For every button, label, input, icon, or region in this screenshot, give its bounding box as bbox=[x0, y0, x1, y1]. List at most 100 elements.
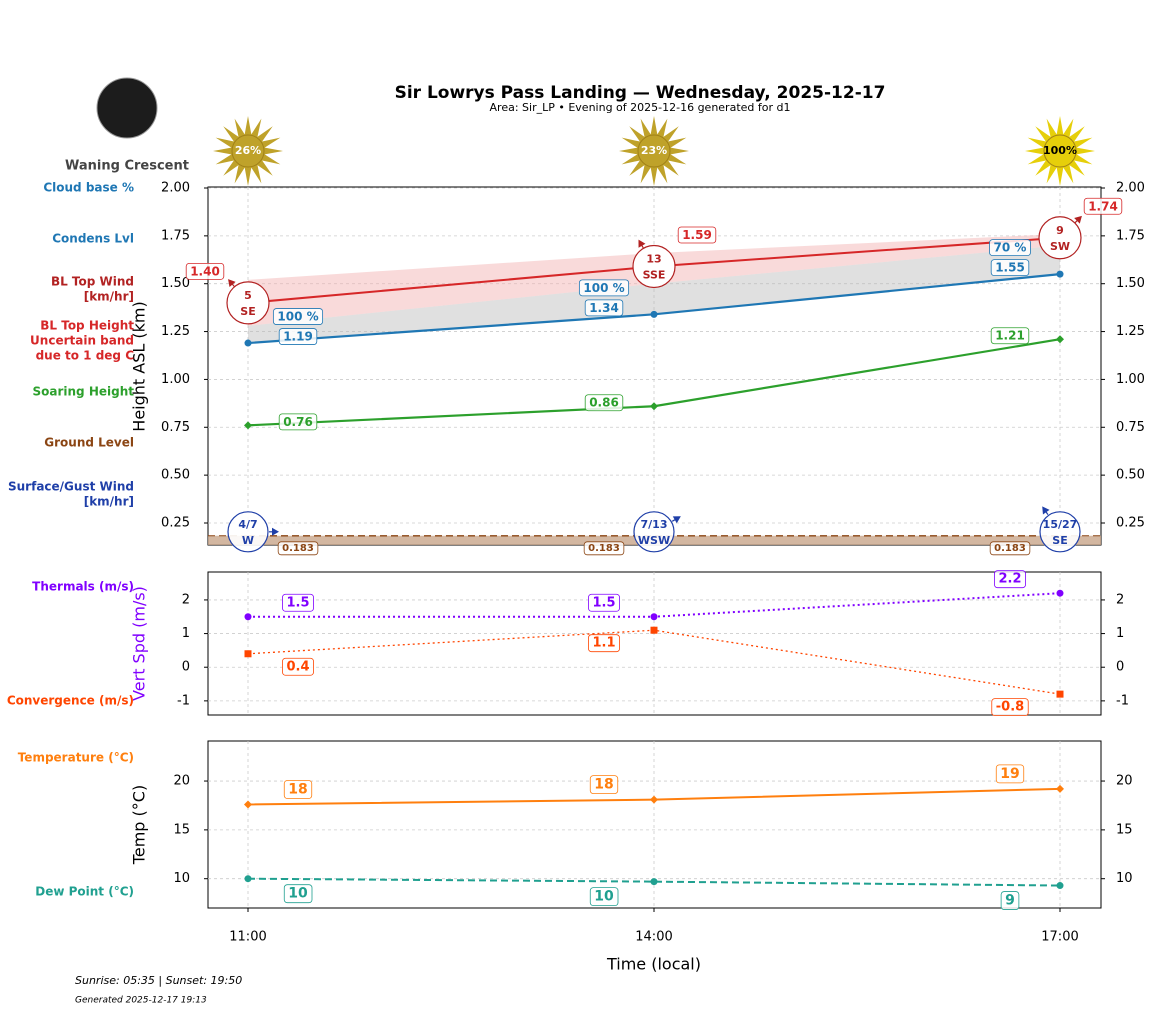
wind-direction: SW bbox=[1050, 240, 1070, 253]
y-tick-label: 1 bbox=[182, 626, 190, 641]
wind-direction: SE bbox=[1052, 534, 1067, 547]
y2-tick-label: 2.00 bbox=[1116, 181, 1145, 196]
wind-direction: SE bbox=[240, 305, 255, 318]
condens-label: 1.55 bbox=[995, 261, 1025, 275]
value-label-box bbox=[283, 780, 313, 799]
marker bbox=[650, 310, 658, 318]
y2-tick-label: 1.00 bbox=[1116, 372, 1145, 387]
y2-tick-label: 1.75 bbox=[1116, 228, 1145, 243]
condens-label: 1.19 bbox=[283, 330, 313, 344]
y-tick-label: 1.00 bbox=[161, 372, 190, 387]
sun-disc bbox=[1043, 134, 1077, 168]
plot-frame bbox=[207, 571, 1102, 716]
value-label: 18 bbox=[288, 781, 307, 797]
x-tick-label: 17:00 bbox=[1041, 930, 1078, 945]
ground-label: 0.183 bbox=[994, 543, 1026, 554]
value-label-box bbox=[588, 634, 620, 653]
y-tick-label: 0 bbox=[182, 660, 190, 675]
y-tick-label: 1.50 bbox=[161, 276, 190, 291]
legend-label: BL Top Wind bbox=[51, 275, 134, 289]
y2-tick-label: 15 bbox=[1116, 822, 1133, 837]
ground-label-box bbox=[989, 541, 1031, 556]
value-label-box bbox=[283, 884, 313, 904]
bl-top-label: 1.59 bbox=[682, 228, 712, 242]
legend-label: Surface/Gust Wind bbox=[8, 480, 134, 494]
sun-disc bbox=[231, 134, 265, 168]
sun-label: 23% bbox=[641, 144, 667, 157]
value-label: 10 bbox=[594, 889, 614, 905]
soaring-label-box bbox=[990, 327, 1030, 345]
wind-arrow-head bbox=[1074, 215, 1082, 224]
wind-direction: W bbox=[242, 534, 254, 547]
wind-direction: WSW bbox=[638, 534, 670, 547]
x-axis-title: Time (local) bbox=[606, 955, 701, 974]
y2-tick-label: 1.25 bbox=[1116, 324, 1145, 339]
marker bbox=[244, 875, 252, 883]
marker bbox=[1056, 335, 1064, 344]
marker bbox=[650, 626, 658, 634]
legend-label: BL Top Height bbox=[40, 319, 134, 333]
marker bbox=[244, 339, 252, 347]
wind-arrow-head bbox=[228, 279, 236, 288]
value-label: 1.5 bbox=[592, 595, 615, 610]
ground-label-box bbox=[583, 541, 625, 556]
wind-direction: SSE bbox=[643, 268, 666, 281]
condens-label-box bbox=[990, 259, 1030, 277]
value-label-box bbox=[589, 775, 619, 794]
y-tick-label: 20 bbox=[173, 774, 190, 789]
sun-disc bbox=[637, 134, 671, 168]
y-tick-label: 1.75 bbox=[161, 228, 190, 243]
bl-top-label: 1.74 bbox=[1088, 199, 1118, 213]
wind-speed: 13 bbox=[646, 252, 661, 265]
chart-title: Sir Lowrys Pass Landing — Wednesday, 202… bbox=[395, 83, 886, 103]
soaring-label-box bbox=[278, 413, 318, 431]
y-tick-label: 2.00 bbox=[161, 181, 190, 196]
wind-circle bbox=[226, 281, 270, 325]
bl-top-label-box bbox=[185, 262, 225, 280]
marker bbox=[1056, 270, 1064, 278]
wind-speed: 15/27 bbox=[1043, 518, 1078, 531]
y2-tick-label: 0.75 bbox=[1116, 420, 1145, 435]
wind-circle bbox=[633, 511, 675, 553]
legend-label: Cloud base % bbox=[43, 181, 134, 195]
x-tick-label: 11:00 bbox=[229, 930, 266, 945]
moon-icon bbox=[96, 77, 158, 139]
y2-tick-label: 0.25 bbox=[1116, 515, 1145, 530]
y2-tick-label: 10 bbox=[1116, 871, 1133, 886]
cloud-base-label-box bbox=[272, 308, 324, 325]
y-tick-label: 2 bbox=[182, 592, 190, 607]
value-label: -0.8 bbox=[996, 700, 1024, 715]
legend-label: Convergence (m/s) bbox=[7, 694, 134, 708]
y2-tick-label: 2 bbox=[1116, 592, 1124, 607]
marker bbox=[650, 795, 658, 804]
wind-speed: 9 bbox=[1056, 224, 1064, 237]
y-tick-label: 1.25 bbox=[161, 324, 190, 339]
value-label: 0.4 bbox=[286, 659, 309, 674]
value-label-box bbox=[282, 593, 314, 612]
y-tick-label: -1 bbox=[177, 693, 190, 708]
wind-arrow-head bbox=[272, 527, 279, 536]
wind-circle bbox=[1038, 216, 1082, 260]
bl-top-label-box bbox=[1083, 197, 1123, 215]
value-label: 1.1 bbox=[592, 636, 615, 651]
legend-label: due to 1 deg C bbox=[36, 349, 135, 363]
legend-label: [km/hr] bbox=[84, 290, 134, 304]
value-label: 10 bbox=[288, 886, 308, 902]
condens-label-box bbox=[584, 299, 624, 317]
sun-label: 26% bbox=[235, 144, 261, 157]
value-label-box bbox=[994, 570, 1026, 589]
value-label-box bbox=[1000, 891, 1020, 910]
wind-arrow-head bbox=[672, 516, 681, 524]
soaring-label: 1.21 bbox=[995, 329, 1025, 343]
cloud-base-label: 100 % bbox=[277, 310, 318, 324]
marker bbox=[650, 878, 658, 886]
cloud-base-label: 70 % bbox=[994, 241, 1027, 255]
cloud-base-label-box bbox=[578, 279, 630, 297]
legend-label: Temperature (°C) bbox=[18, 751, 134, 765]
marker bbox=[244, 421, 252, 430]
y-axis-title: Vert Spd (m/s) bbox=[130, 586, 149, 701]
chart-subtitle: Area: Sir_LP • Evening of 2025-12-16 gen… bbox=[490, 101, 791, 114]
wind-speed: 5 bbox=[244, 289, 252, 302]
value-label-box bbox=[588, 593, 620, 612]
legend-label: Ground Level bbox=[44, 436, 134, 450]
